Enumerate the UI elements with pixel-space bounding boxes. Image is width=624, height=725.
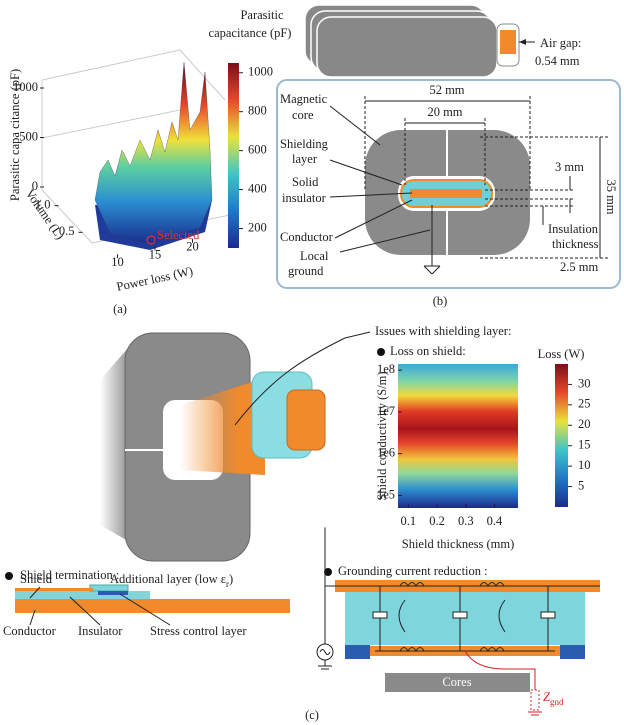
label: Shielding bbox=[280, 137, 329, 151]
tick-label: 0.2 bbox=[429, 514, 445, 528]
axis-label: Shield conductivity (S/m) bbox=[375, 371, 389, 500]
label: core bbox=[292, 108, 314, 122]
label: Grounding current reduction : bbox=[338, 564, 488, 578]
label: insulator bbox=[282, 191, 327, 205]
panel-label: (c) bbox=[305, 708, 319, 722]
colorbar-tick-label: 400 bbox=[248, 181, 267, 195]
colorbar-tick-label: 15 bbox=[578, 438, 591, 452]
label: Cores bbox=[442, 675, 471, 689]
label: Magnetic bbox=[280, 92, 328, 106]
colorbar-tick-label: 10 bbox=[578, 458, 591, 472]
colorbar-tick-label: 1000 bbox=[248, 65, 273, 79]
tick-label: 1e7 bbox=[377, 404, 395, 418]
colorbar-title: Parasitic bbox=[240, 8, 283, 22]
label: 0.54 mm bbox=[535, 54, 580, 68]
transformer-3d bbox=[100, 332, 385, 561]
tick-label: 0.1 bbox=[401, 514, 417, 528]
label: 52 mm bbox=[429, 83, 464, 97]
label: layer bbox=[292, 152, 318, 166]
label: ground bbox=[288, 264, 324, 278]
colorbar-tick-label: 600 bbox=[248, 143, 267, 157]
panel-label: (a) bbox=[113, 302, 127, 316]
label: Conductor bbox=[280, 230, 334, 244]
label: Stress control layer bbox=[150, 624, 247, 638]
tick-label: 1e5 bbox=[377, 487, 395, 501]
label: Insulation bbox=[548, 222, 599, 236]
subscript: gnd bbox=[550, 697, 564, 707]
label: Shield bbox=[20, 572, 53, 586]
label: Loss on shield: bbox=[390, 344, 466, 358]
label: Insulator bbox=[78, 624, 123, 638]
colorbar-title: Loss (W) bbox=[538, 347, 585, 361]
colorbar-tick-label: 200 bbox=[248, 220, 267, 234]
label: 3 mm bbox=[555, 160, 584, 174]
tick-label: 1e6 bbox=[377, 446, 395, 460]
tick-label: 1000 bbox=[13, 80, 38, 94]
label: Air gap: bbox=[540, 36, 581, 50]
colorbar-tick-label: 30 bbox=[578, 376, 591, 390]
colorbar-title: capacitance (pF) bbox=[209, 26, 292, 40]
figure: Parasitic capa citance (pF)05001000Volum… bbox=[0, 0, 624, 725]
colorbar-tick-label: 25 bbox=[578, 397, 591, 411]
dimension: 35 mm bbox=[604, 179, 618, 214]
colorbar-tick-label: 800 bbox=[248, 104, 267, 118]
colorbar bbox=[555, 364, 568, 507]
axis-label: Power loss (W) bbox=[115, 264, 194, 294]
colorbar bbox=[228, 63, 239, 248]
label: thickness bbox=[552, 237, 599, 251]
label: 20 mm bbox=[427, 105, 462, 119]
heatmap bbox=[398, 364, 518, 508]
tick-label: 0.3 bbox=[458, 514, 474, 528]
tick-label: 0.5 bbox=[59, 224, 75, 238]
surface-plot bbox=[42, 50, 230, 250]
tick-label: 0.4 bbox=[487, 514, 503, 528]
label: (b) bbox=[433, 294, 448, 308]
label: Issues with shielding layer: bbox=[375, 324, 511, 338]
label: Zgnd bbox=[543, 690, 564, 707]
label: Solid bbox=[292, 175, 319, 189]
label: 2.5 mm bbox=[560, 260, 598, 274]
tick-label: 1e8 bbox=[377, 362, 395, 376]
label: ) bbox=[229, 572, 233, 586]
colorbar-tick-label: 20 bbox=[578, 417, 591, 431]
label: Conductor bbox=[3, 624, 57, 638]
annotation: Selected bbox=[157, 228, 200, 242]
label: Local bbox=[300, 249, 329, 263]
tick-label: 1.0 bbox=[35, 198, 51, 212]
colorbar-tick-label: 5 bbox=[578, 478, 584, 492]
axis-label: Shield thickness (mm) bbox=[402, 537, 515, 551]
tick-label: 500 bbox=[19, 129, 38, 143]
